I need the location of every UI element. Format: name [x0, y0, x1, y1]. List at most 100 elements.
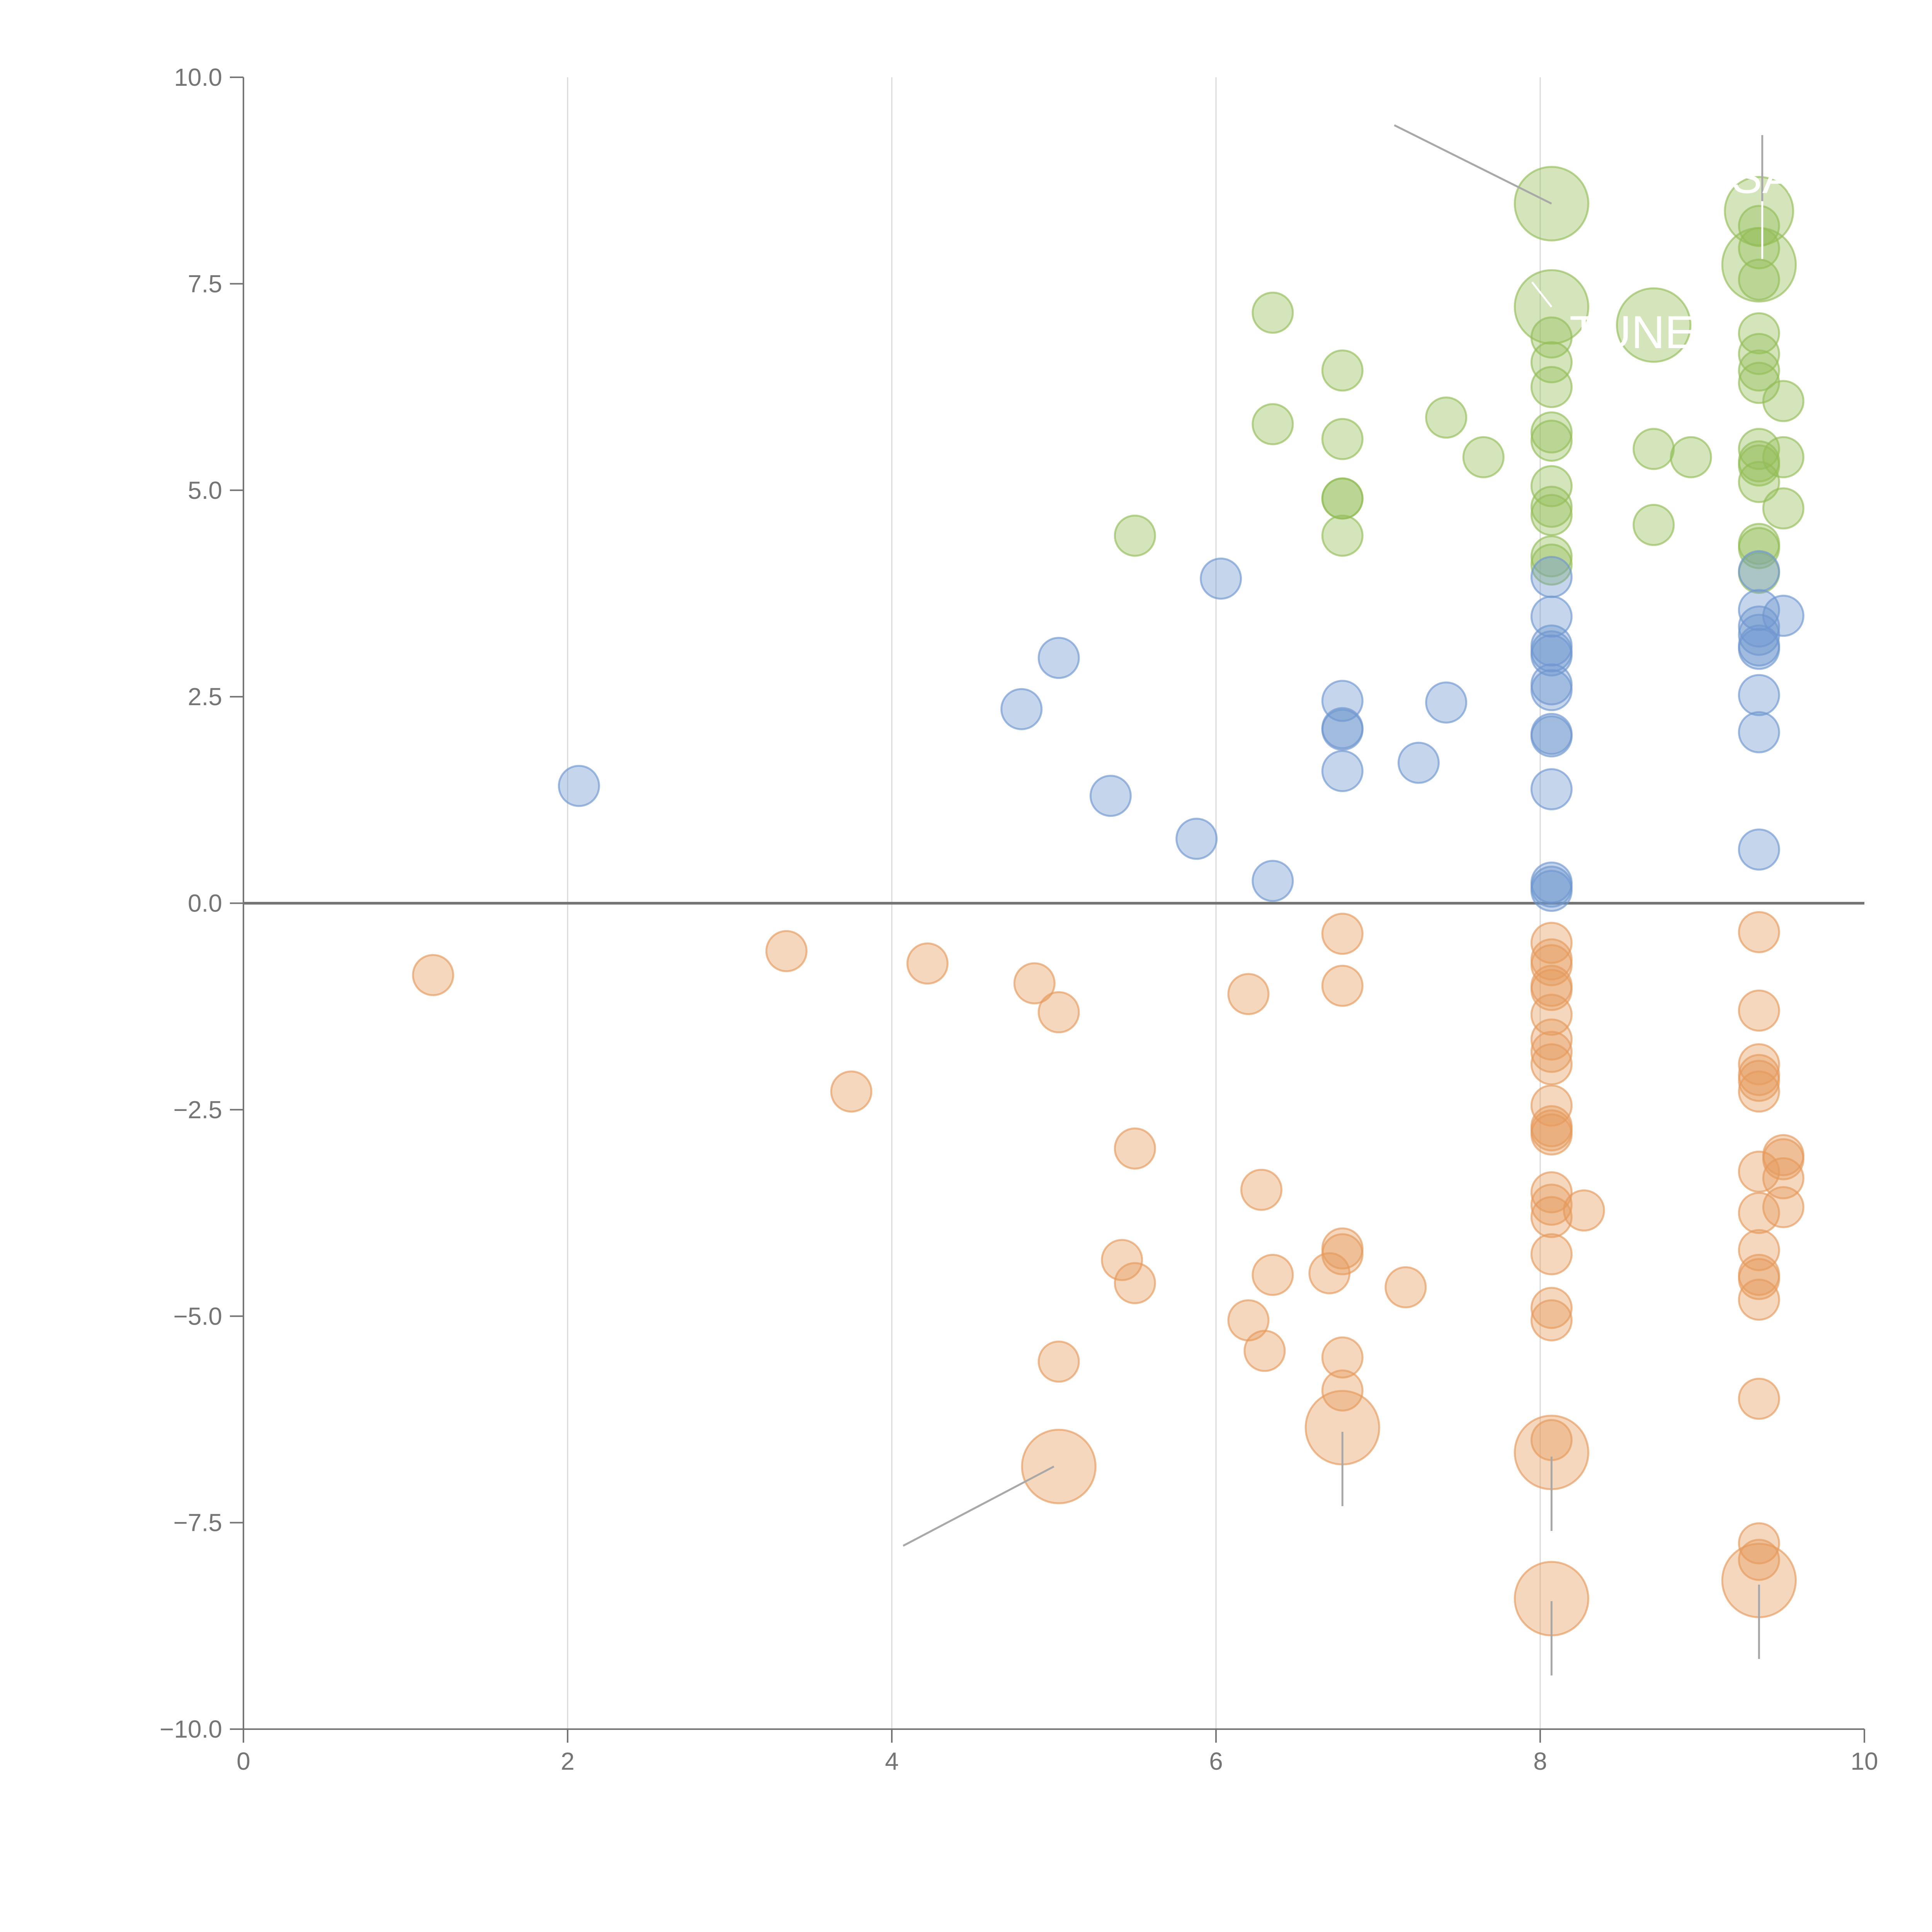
data-point-blue	[1397, 742, 1440, 784]
leader-line	[903, 1466, 1054, 1547]
data-point-orange	[1013, 962, 1056, 1005]
data-point-green	[1633, 428, 1675, 470]
data-point-blue	[1089, 775, 1132, 817]
data-point-orange	[1738, 1229, 1780, 1271]
data-point-blue	[1738, 828, 1780, 871]
data-point-green	[1252, 403, 1294, 446]
leader-line	[1531, 281, 1553, 308]
data-point-orange	[1530, 1299, 1573, 1342]
x-tick-label: 4	[885, 1747, 899, 1775]
data-point-orange	[1321, 1233, 1364, 1276]
y-tick-label: −7.5	[173, 1509, 222, 1537]
series-green	[1114, 166, 1804, 594]
data-point-orange	[1114, 1127, 1156, 1170]
data-point-blue	[1738, 711, 1780, 753]
data-point-orange	[1530, 993, 1573, 1036]
data-point-green	[1321, 349, 1364, 392]
data-point-blue	[1530, 634, 1573, 677]
y-tick-label: 10.0	[174, 63, 222, 91]
data-point-orange	[1738, 1192, 1780, 1234]
data-point-orange	[1738, 911, 1780, 953]
data-point-blue	[1425, 681, 1468, 724]
data-point-green	[1762, 487, 1804, 530]
data-point-green	[1721, 227, 1797, 303]
data-point-green	[1530, 494, 1573, 536]
data-point-orange	[1321, 964, 1364, 1007]
data-point-green	[1738, 444, 1780, 487]
data-point-orange	[1530, 1287, 1573, 1329]
series-blue	[558, 550, 1804, 912]
data-point-orange	[1738, 989, 1780, 1032]
data-point-orange	[765, 930, 808, 972]
data-point-orange	[1101, 1239, 1143, 1281]
data-point-green	[1530, 366, 1573, 408]
data-point-blue	[1037, 637, 1080, 679]
data-point-orange	[1738, 1378, 1780, 1420]
data-point-blue	[1321, 709, 1364, 751]
data-point-orange	[1530, 969, 1573, 1011]
data-point-blue	[1530, 595, 1573, 638]
data-point-blue	[1252, 860, 1294, 902]
data-point-orange	[906, 942, 949, 985]
data-point-green	[1114, 514, 1156, 557]
y-tick-label: 5.0	[188, 476, 222, 504]
data-point-green	[1530, 420, 1573, 462]
data-point-orange	[1321, 913, 1364, 955]
data-point-blue	[1762, 595, 1804, 637]
data-point-orange	[1114, 1262, 1156, 1304]
y-tick-label: −10.0	[160, 1715, 222, 1743]
data-point-blue	[1200, 557, 1242, 600]
data-point-orange	[1738, 1279, 1780, 1321]
data-point-green	[1738, 259, 1780, 301]
y-tick-label: −2.5	[173, 1096, 222, 1124]
data-point-orange	[1243, 1330, 1286, 1372]
data-point-orange	[1738, 1070, 1780, 1113]
data-point-orange	[830, 1070, 872, 1113]
data-point-blue	[1321, 750, 1364, 792]
x-tick-label: 6	[1209, 1747, 1223, 1775]
data-point-orange	[1530, 1184, 1573, 1226]
data-point-orange	[1530, 1233, 1573, 1276]
x-tick-label: 2	[561, 1747, 575, 1775]
data-point-orange	[1240, 1168, 1282, 1211]
annotation-label: TUNE	[1570, 306, 1696, 358]
data-point-blue	[558, 765, 600, 807]
data-point-green	[1762, 436, 1804, 478]
data-point-orange	[1762, 1157, 1804, 1199]
data-point-green	[1321, 418, 1364, 460]
axes: 10.0 7.5 5.0 2.5 0.0 −2.5 −5.0 −7.5 −10.0 0 2 4 6 8 10	[160, 63, 1878, 1775]
data-point-orange	[1021, 1429, 1097, 1504]
data-point-green	[1670, 436, 1712, 478]
data-point-orange	[1227, 973, 1270, 1015]
x-tick-label: 0	[236, 1747, 250, 1775]
data-point-green	[1738, 362, 1780, 404]
data-point-green	[1616, 287, 1692, 363]
y-tick-label: 0.0	[188, 889, 222, 917]
data-point-orange	[1037, 991, 1080, 1034]
data-point-orange	[1738, 1150, 1780, 1193]
data-point-blue	[1738, 674, 1780, 716]
data-point-green	[1252, 291, 1294, 334]
data-point-green	[1425, 396, 1468, 439]
overlay-labels: SA TUNE	[1570, 151, 1793, 358]
data-point-blue	[1530, 715, 1573, 758]
series-orange	[412, 911, 1804, 1636]
data-point-green	[1321, 477, 1364, 520]
data-point-orange	[412, 954, 454, 996]
data-point-orange	[1530, 1171, 1573, 1214]
data-point-orange	[1252, 1253, 1294, 1296]
data-point-orange	[1530, 1018, 1573, 1061]
data-point-green	[1321, 514, 1364, 557]
data-point-blue	[1000, 688, 1043, 730]
leader-lines	[903, 124, 1764, 1676]
data-point-blue	[1530, 768, 1573, 811]
data-point-orange	[1530, 922, 1573, 964]
data-point-green	[1530, 316, 1573, 359]
y-tick-label: 2.5	[188, 683, 222, 711]
data-point-green	[1462, 436, 1505, 478]
data-point-blue	[1530, 869, 1573, 912]
data-point-green	[1738, 428, 1780, 470]
data-point-orange	[1037, 1340, 1080, 1383]
data-point-orange	[1321, 1336, 1364, 1379]
